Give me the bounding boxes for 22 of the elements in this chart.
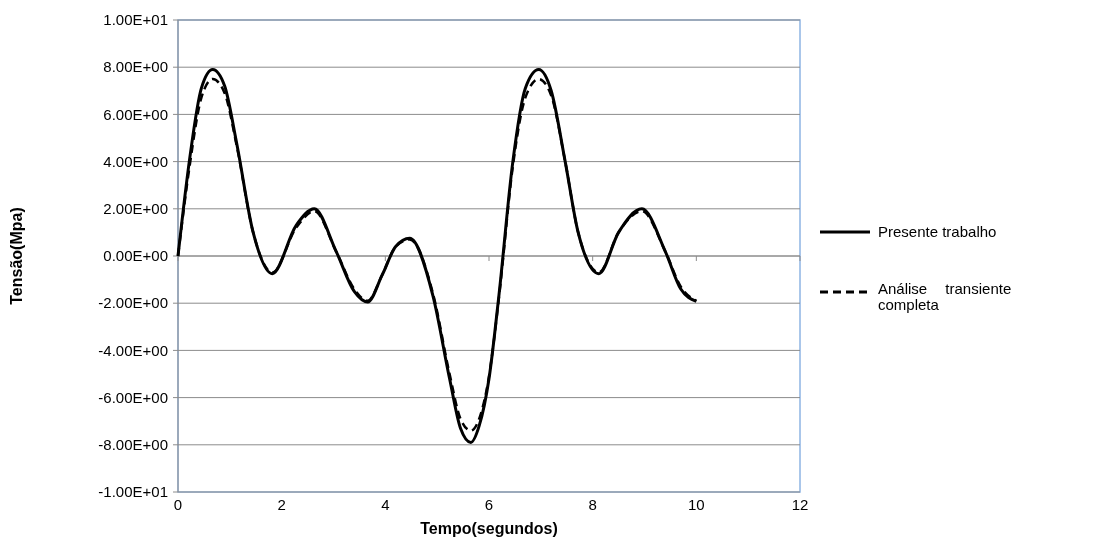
y-tick-label: -1.00E+01 — [98, 483, 168, 501]
y-tick-label: -2.00E+00 — [98, 294, 168, 312]
x-tick-label: 8 — [588, 496, 597, 513]
x-tick-label: 4 — [381, 496, 390, 513]
y-axis-title: Tensão(Mpa) — [8, 207, 25, 305]
x-tick-label: 0 — [173, 496, 183, 513]
y-tick-label: 6.00E+00 — [103, 105, 168, 123]
x-tick-label: 12 — [791, 496, 809, 513]
y-tick-label: -6.00E+00 — [98, 388, 168, 406]
y-tick-label: 8.00E+00 — [103, 58, 168, 76]
x-tick-label: 10 — [687, 496, 705, 513]
x-axis-title: Tempo(segundos) — [420, 520, 558, 537]
y-tick-label: -4.00E+00 — [98, 341, 168, 359]
y-tick-label: -8.00E+00 — [98, 436, 168, 454]
x-tick-label: 6 — [484, 496, 494, 513]
x-tick-label: 2 — [277, 496, 286, 513]
y-tick-label: 2.00E+00 — [103, 200, 168, 218]
y-tick-label: 1.00E+01 — [103, 11, 168, 29]
legend-label: Análise transiente completa — [878, 279, 1012, 313]
legend-label: Presente trabalho — [878, 223, 997, 241]
y-tick-label: 4.00E+00 — [103, 152, 168, 170]
y-tick-label: 0.00E+00 — [103, 247, 168, 265]
